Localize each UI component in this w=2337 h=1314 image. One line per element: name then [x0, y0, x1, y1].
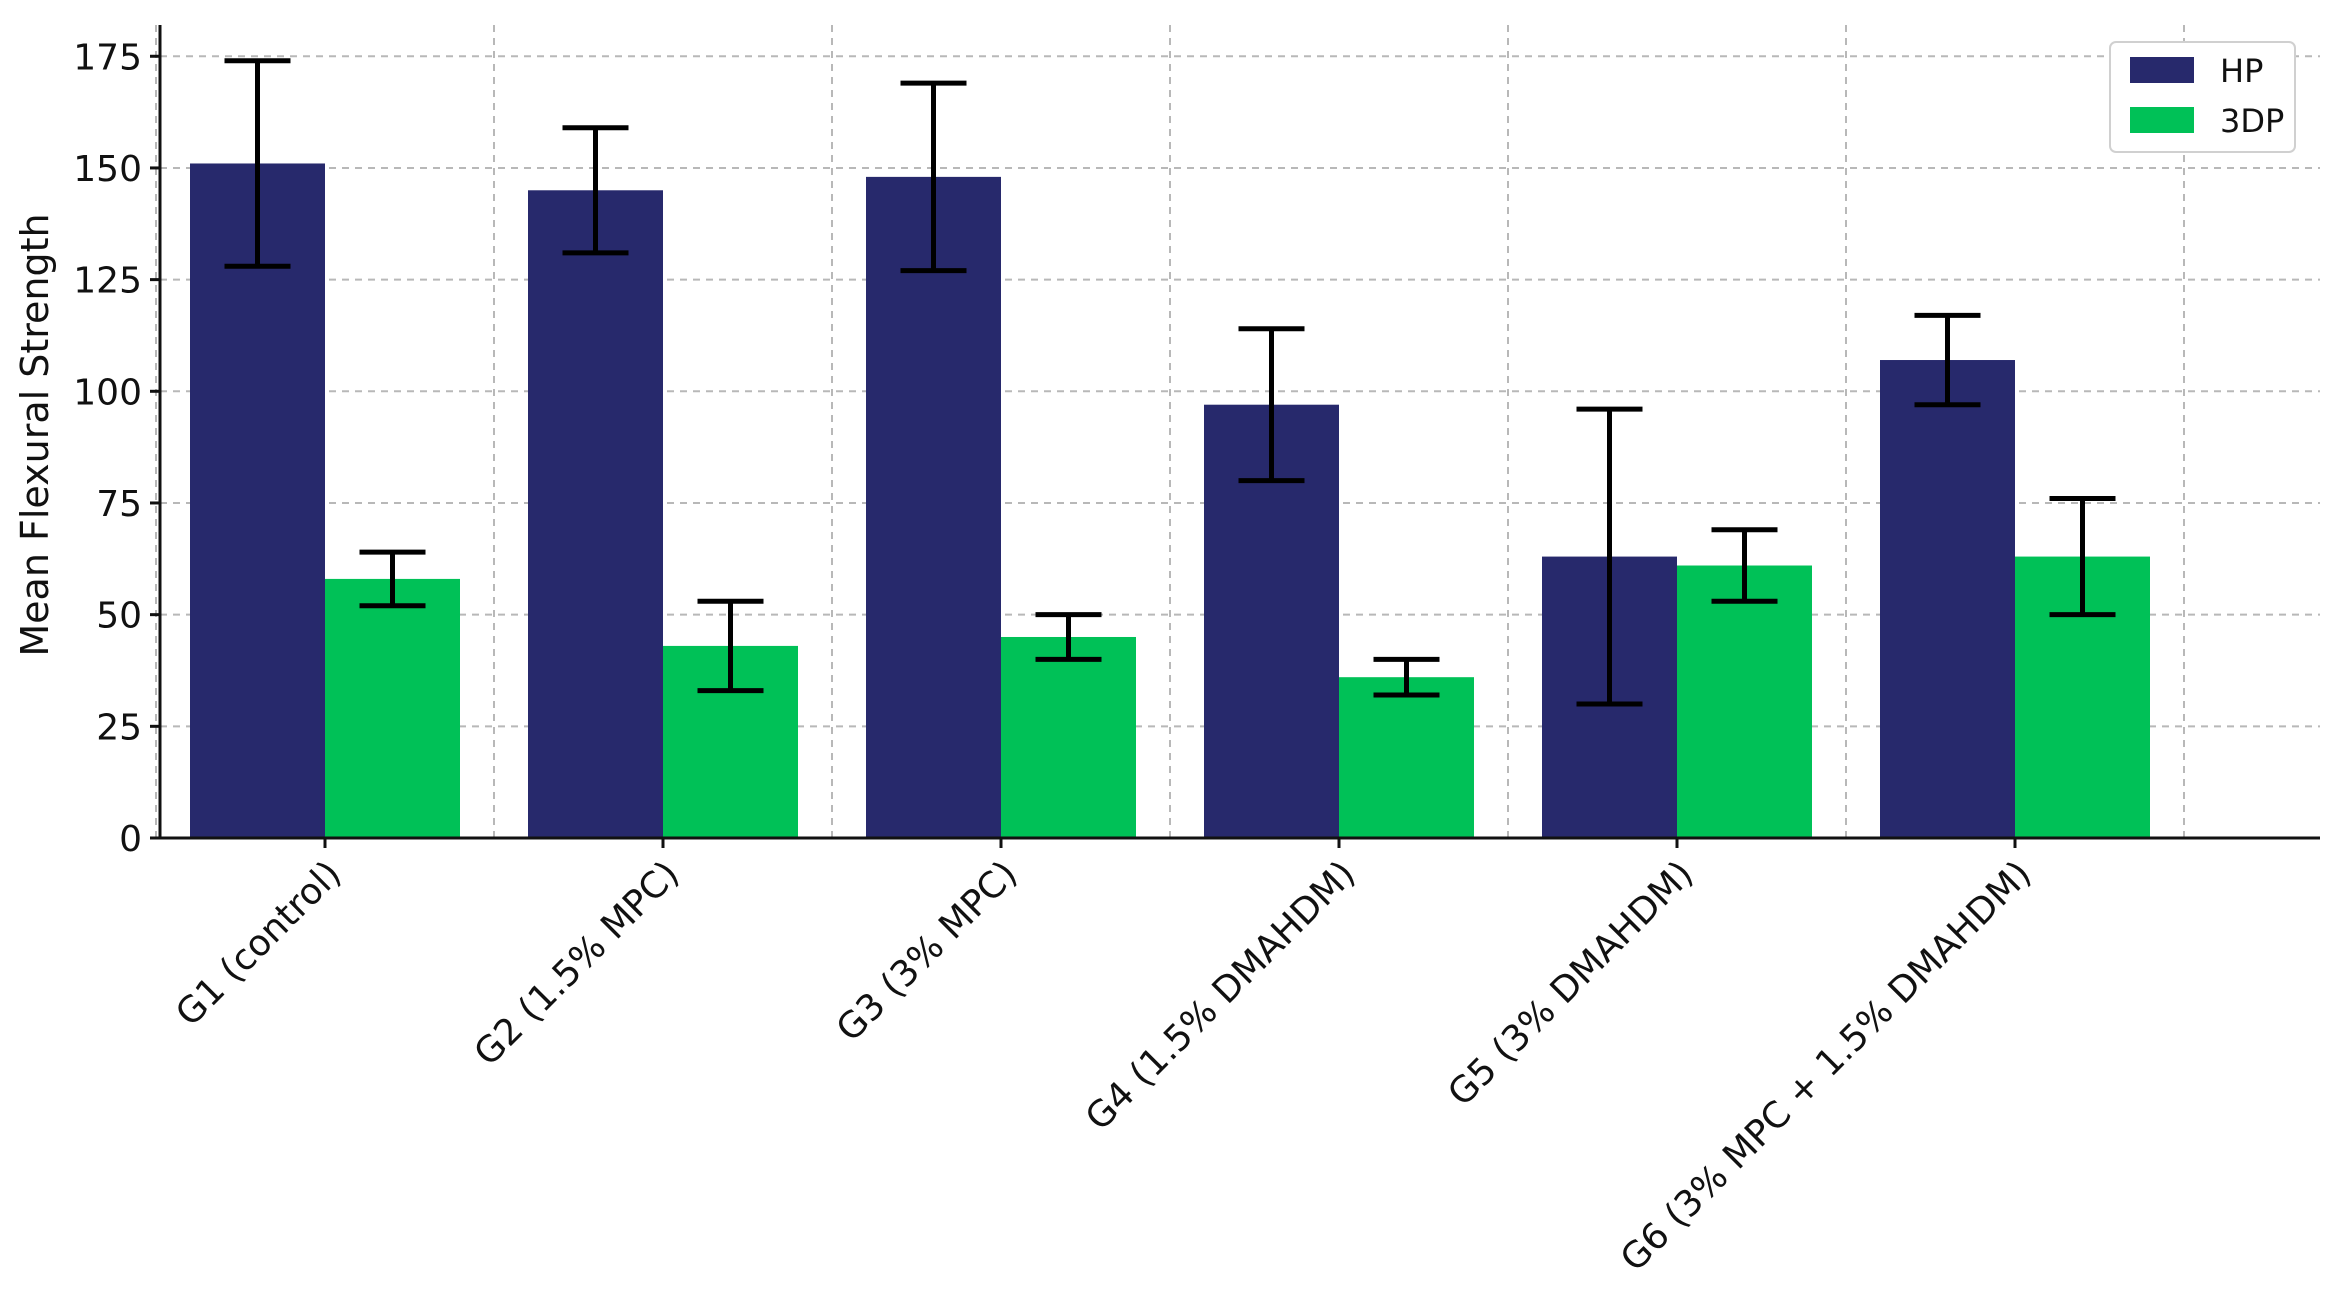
- y-tick-label: 0: [119, 819, 142, 860]
- error-bar-3dp-6: [2049, 496, 2116, 618]
- error-bar-hp-6: [1914, 312, 1981, 408]
- y-tick-label: 50: [96, 596, 142, 637]
- x-tick-label: G6 (3% MPC + 1.5% DMAHDM): [1613, 853, 2039, 1279]
- y-axis-label: Mean Flexural Strength: [13, 213, 57, 656]
- y-tick-labels: 0 25 50 75 100 125 150 175: [73, 37, 142, 860]
- x-tick-labels: G1 (control) G2 (1.5% MPC) G3 (3% MPC) G4 (…: [168, 853, 2039, 1279]
- error-bar-hp-2: [562, 125, 629, 256]
- legend-label-hp: HP: [2220, 52, 2263, 90]
- axes: [150, 25, 2320, 848]
- bar-3dp-5: [1677, 565, 1812, 838]
- y-tick-label: 175: [73, 37, 142, 78]
- bars: [190, 163, 2150, 838]
- bar-hp-1: [190, 163, 325, 838]
- error-bar-hp-3: [900, 80, 967, 274]
- x-tick-label: G1 (control): [168, 853, 349, 1034]
- error-bar-3dp-3: [1035, 612, 1102, 662]
- bar-hp-3: [866, 176, 1001, 838]
- x-tick-label: G3 (3% MPC): [829, 853, 1025, 1049]
- bar-3dp-4: [1339, 677, 1474, 838]
- bar-3dp-3: [1001, 636, 1136, 838]
- legend-swatch-hp: [2130, 57, 2194, 83]
- y-tick-label: 25: [96, 707, 142, 748]
- bar-hp-6: [1880, 360, 2015, 838]
- error-bar-3dp-1: [359, 549, 426, 609]
- error-bar-hp-4: [1238, 326, 1305, 484]
- x-tick-label: G4 (1.5% DMAHDM): [1078, 853, 1363, 1138]
- x-tick-label: G5 (3% DMAHDM): [1440, 853, 1701, 1114]
- error-bar-3dp-2: [697, 598, 764, 694]
- error-bar-hp-5: [1576, 406, 1643, 707]
- y-tick-label: 125: [73, 261, 142, 302]
- bar-3dp-1: [325, 578, 460, 838]
- y-tick-label: 75: [96, 484, 142, 525]
- error-bar-3dp-4: [1373, 656, 1440, 698]
- legend-label-3dp: 3DP: [2220, 102, 2284, 140]
- error-bars: [224, 58, 2116, 707]
- x-tick-label: G2 (1.5% MPC): [467, 853, 688, 1074]
- y-tick-label: 100: [73, 372, 142, 413]
- y-tick-label: 150: [73, 149, 142, 190]
- error-bar-3dp-5: [1711, 527, 1778, 604]
- error-bar-hp-1: [224, 58, 291, 269]
- bar-hp-2: [528, 190, 663, 838]
- legend: HP 3DP: [2109, 41, 2296, 153]
- legend-swatch-3dp: [2130, 107, 2194, 133]
